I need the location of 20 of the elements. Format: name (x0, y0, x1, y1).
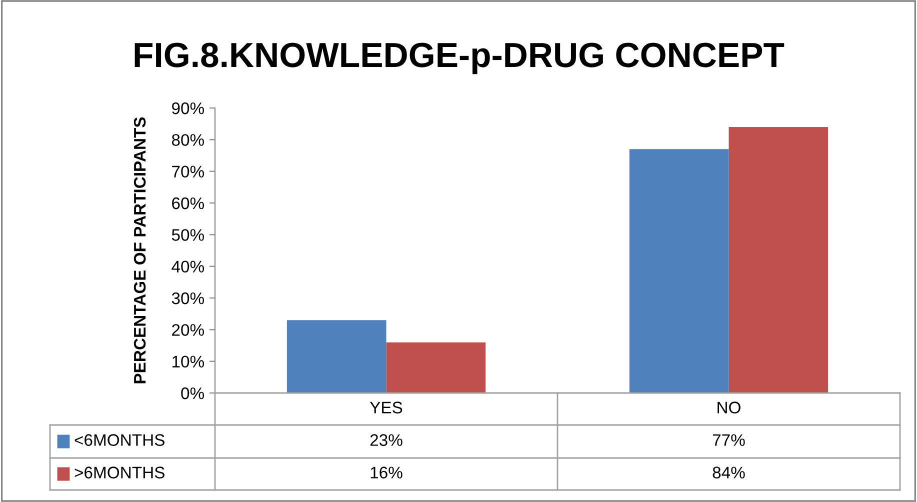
y-tick-label: 20% (172, 324, 204, 336)
data-label: 84% (712, 466, 745, 478)
data-label: 16% (370, 466, 402, 478)
y-axis-title: PERCENTAGE OF PARTICIPANTS (134, 117, 146, 384)
y-tick-label: 40% (172, 260, 204, 273)
legend-label: <6MONTHS (74, 434, 164, 446)
x-tick-label: NO (718, 402, 740, 414)
y-tick-label: 90% (172, 102, 204, 114)
y-tick-label: 30% (172, 292, 204, 304)
y-tick-label: 60% (172, 197, 204, 210)
y-tick-label: 70% (172, 166, 204, 178)
y-tick-label: 50% (172, 229, 204, 241)
y-tick-label: 10% (172, 356, 204, 368)
x-tick-label: YES (370, 402, 402, 414)
data-label: 77% (712, 434, 745, 446)
y-tick-label: 80% (172, 134, 204, 146)
legend-label: >6MONTHS (74, 466, 164, 478)
data-label: 23% (370, 434, 402, 446)
chart-title: FIG.8.KNOWLEDGE-p-DRUG CONCEPT (134, 42, 784, 74)
y-tick-label: 0% (181, 387, 204, 400)
